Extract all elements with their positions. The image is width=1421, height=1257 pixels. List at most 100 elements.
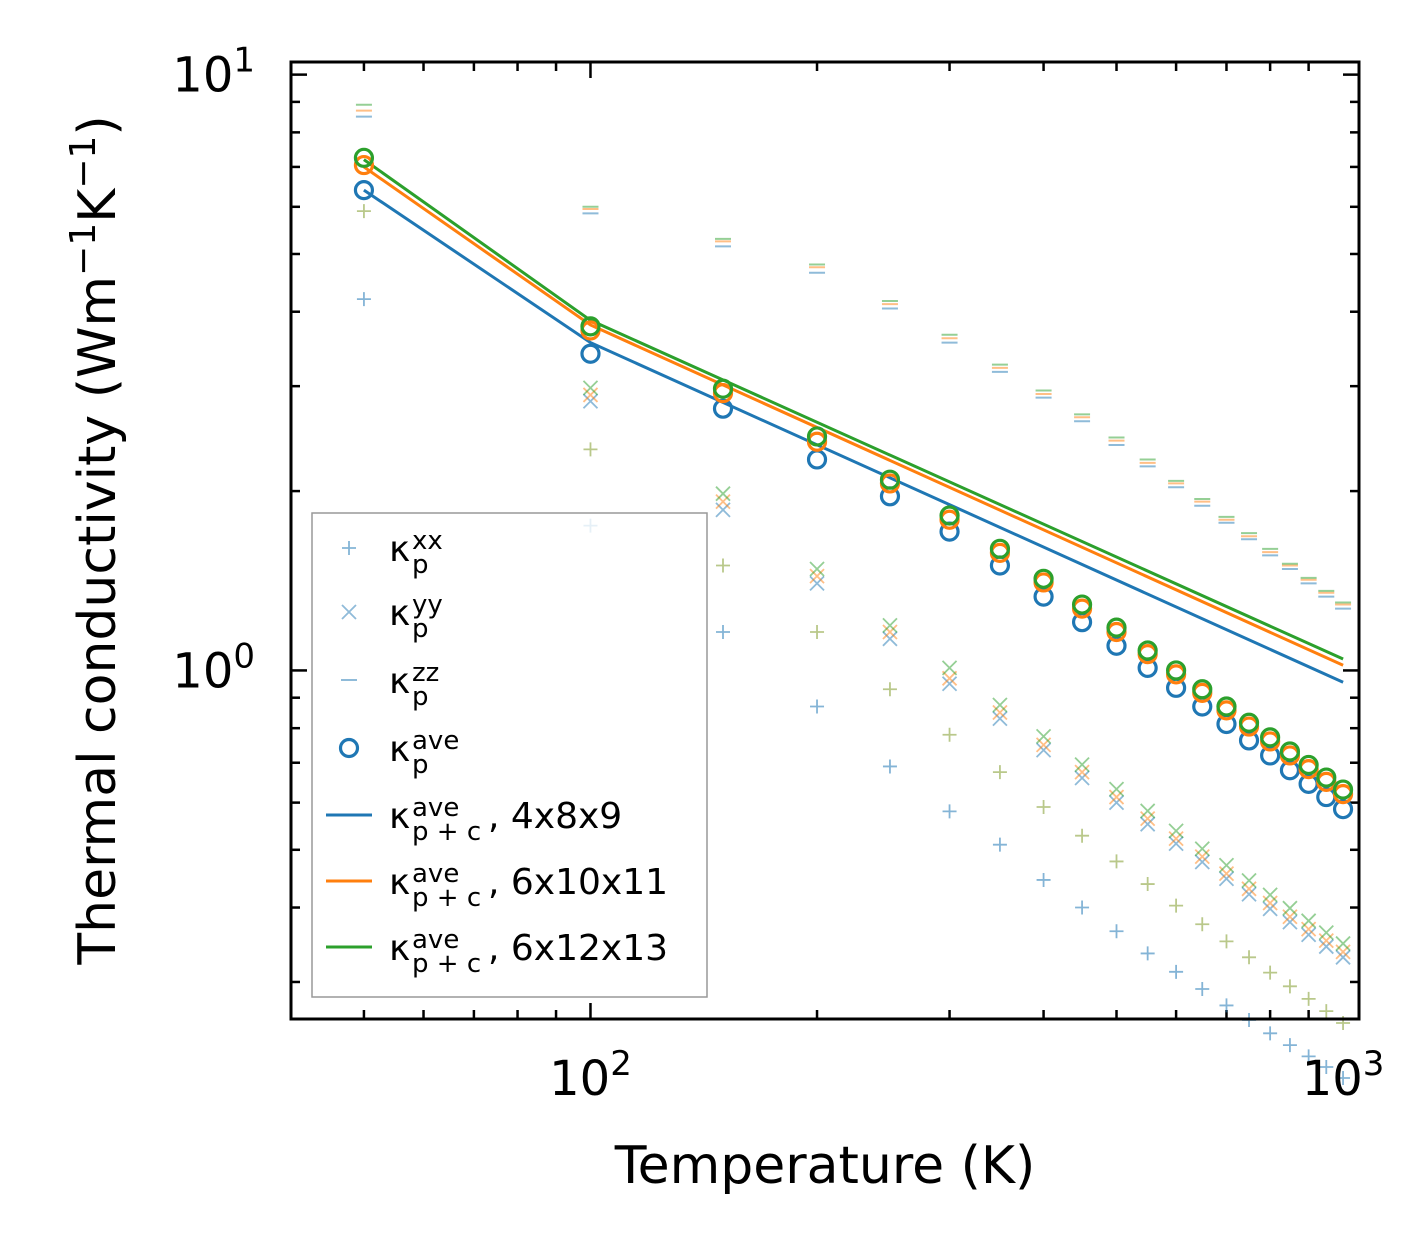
kave-point — [806, 449, 828, 470]
legend-label: κxx p — [389, 526, 443, 580]
series-line-4x8x9 — [363, 188, 1344, 684]
kyy-point — [882, 624, 898, 640]
series-line-6x12x13 — [363, 158, 1344, 661]
kyy-point — [715, 494, 731, 510]
legend-superscript: ave — [412, 793, 459, 823]
kxx-point — [1075, 900, 1090, 915]
kyy-point — [1318, 938, 1334, 955]
kxx-point — [1301, 991, 1316, 1006]
kxx-point — [1169, 964, 1184, 979]
y-tick-label-exp: 1 — [233, 41, 255, 81]
legend-subscript: p — [412, 750, 429, 780]
kyy-point — [1108, 794, 1125, 811]
legend-label: κzz p — [389, 658, 439, 712]
legend-mesh-label: , 4x8x9 — [488, 796, 622, 837]
x-tick-label-exp: 2 — [610, 1044, 632, 1084]
kxx-point — [1282, 979, 1297, 994]
kyy-point — [882, 631, 898, 647]
kyy-point — [992, 704, 1008, 721]
kave-point — [1238, 712, 1260, 733]
kyy-point — [1300, 927, 1317, 943]
kyy-point — [1168, 836, 1184, 852]
kxx-point — [1282, 1038, 1297, 1053]
y-axis-label-end: ) — [68, 115, 128, 135]
x-axis-label: Temperature (K) — [614, 1136, 1036, 1196]
kxx-point — [1169, 898, 1184, 913]
kyy-point — [882, 617, 898, 634]
legend-subscript: p + c — [412, 817, 481, 847]
kave-point — [1106, 617, 1127, 638]
kxx-point — [1301, 1049, 1316, 1064]
y-axis-label-sup1: −1 — [63, 223, 104, 276]
kyy-point — [1074, 764, 1090, 780]
kxx-point — [810, 625, 825, 640]
y-axis-label-sup2: −1 — [63, 136, 104, 189]
kxx-point — [1263, 1026, 1278, 1041]
kave-point — [1332, 779, 1354, 800]
y-tick-label-base: 10 — [172, 643, 233, 699]
kyy-point — [582, 393, 599, 409]
legend-marker-plus — [342, 541, 356, 555]
kyy-point — [1074, 770, 1090, 786]
legend-subscript: p + c — [412, 949, 481, 979]
x-tick-label-exp: 3 — [1363, 1044, 1385, 1084]
kyy-point — [1194, 841, 1210, 857]
kyy-point — [1168, 831, 1184, 847]
legend-kappa: κ — [389, 729, 410, 770]
kyy-point — [1218, 857, 1235, 873]
kyy-point — [1241, 872, 1257, 889]
legend-mesh-label: , 6x12x13 — [488, 928, 668, 969]
x-tick-label: 102 — [549, 1044, 632, 1107]
kxx-point — [356, 292, 371, 307]
legend-kappa: κ — [389, 529, 410, 570]
legend-subscript: p — [412, 614, 429, 644]
legend-superscript: xx — [412, 526, 443, 556]
plot-area — [353, 103, 1354, 1085]
legend-box — [311, 512, 708, 998]
legend-label: κyy p — [389, 590, 443, 644]
kyy-point — [1074, 756, 1090, 773]
kxx-point — [356, 204, 371, 219]
kyy-point — [941, 676, 958, 692]
kxx-point — [716, 625, 731, 640]
legend-marker-circle — [338, 737, 360, 759]
kxx-point — [1109, 854, 1124, 869]
kave-point — [1298, 754, 1319, 776]
kxx-point — [992, 765, 1007, 780]
kyy-point — [1035, 728, 1052, 745]
legend-label: κave p + c — [389, 859, 481, 913]
y-axis-label-base: Thermal conductivity (Wm — [68, 276, 128, 966]
kxx-point — [716, 558, 731, 573]
axes-frame — [289, 60, 1361, 1021]
y-axis-label-mid: K — [68, 187, 128, 223]
kyy-point — [1194, 854, 1210, 870]
kxx-point — [1336, 1070, 1351, 1085]
kave-point — [1033, 568, 1054, 589]
kave-point — [989, 538, 1011, 559]
kxx-point — [1036, 799, 1051, 814]
legend-kappa: κ — [389, 928, 410, 969]
kyy-point — [582, 387, 599, 403]
kyy-point — [715, 486, 731, 502]
kxx-point — [1219, 934, 1234, 949]
legend-subscript: p — [412, 550, 429, 580]
y-tick-label: 100 — [172, 636, 255, 699]
kyy-point — [992, 711, 1008, 727]
series-line-6x10x11 — [363, 165, 1344, 667]
legend-marker-cross — [341, 604, 357, 620]
kave-point — [939, 505, 960, 526]
kave-point — [353, 147, 375, 168]
kyy-point — [1282, 900, 1298, 916]
kave-point — [1279, 760, 1301, 781]
kyy-point — [1168, 823, 1184, 839]
kave-point — [580, 316, 601, 337]
kave-point — [1137, 640, 1158, 661]
kyy-point — [992, 697, 1008, 713]
kyy-point — [1262, 887, 1278, 903]
y-axis-label: Thermal conductivity (Wm−1K−1) — [63, 115, 128, 965]
kxx-point — [882, 759, 897, 774]
legend-kappa: κ — [389, 593, 410, 634]
kxx-point — [1263, 965, 1278, 980]
legend-superscript: ave — [412, 925, 459, 955]
kave-point — [1332, 799, 1354, 820]
